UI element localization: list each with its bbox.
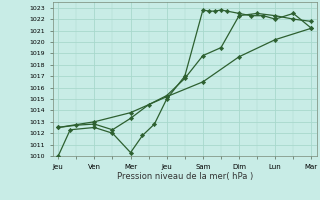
X-axis label: Pression niveau de la mer( hPa ): Pression niveau de la mer( hPa )	[117, 172, 253, 181]
